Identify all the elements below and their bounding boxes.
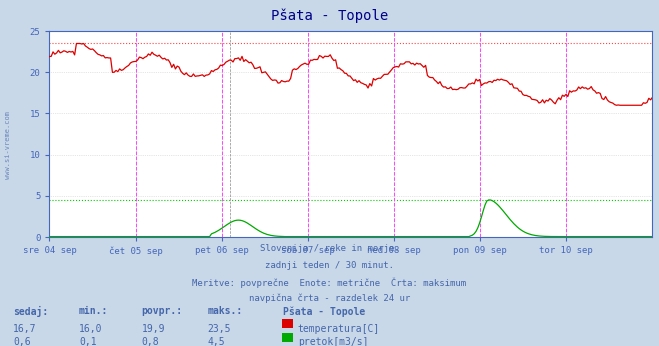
Text: navpična črta - razdelek 24 ur: navpična črta - razdelek 24 ur	[249, 294, 410, 303]
Text: 0,6: 0,6	[13, 337, 31, 346]
Text: pretok[m3/s]: pretok[m3/s]	[298, 337, 368, 346]
Text: 0,1: 0,1	[79, 337, 97, 346]
Text: Slovenija / reke in morje.: Slovenija / reke in morje.	[260, 244, 399, 253]
Text: sedaj:: sedaj:	[13, 306, 48, 317]
Text: povpr.:: povpr.:	[142, 306, 183, 316]
Text: 4,5: 4,5	[208, 337, 225, 346]
Text: 23,5: 23,5	[208, 324, 231, 334]
Text: temperatura[C]: temperatura[C]	[298, 324, 380, 334]
Text: Pšata - Topole: Pšata - Topole	[271, 9, 388, 23]
Text: 0,8: 0,8	[142, 337, 159, 346]
Text: 16,0: 16,0	[79, 324, 103, 334]
Text: 16,7: 16,7	[13, 324, 37, 334]
Text: zadnji teden / 30 minut.: zadnji teden / 30 minut.	[265, 261, 394, 270]
Text: www.si-vreme.com: www.si-vreme.com	[5, 111, 11, 179]
Text: Meritve: povprečne  Enote: metrične  Črta: maksimum: Meritve: povprečne Enote: metrične Črta:…	[192, 277, 467, 288]
Text: maks.:: maks.:	[208, 306, 243, 316]
Text: 19,9: 19,9	[142, 324, 165, 334]
Text: Pšata - Topole: Pšata - Topole	[283, 306, 366, 317]
Text: min.:: min.:	[79, 306, 109, 316]
